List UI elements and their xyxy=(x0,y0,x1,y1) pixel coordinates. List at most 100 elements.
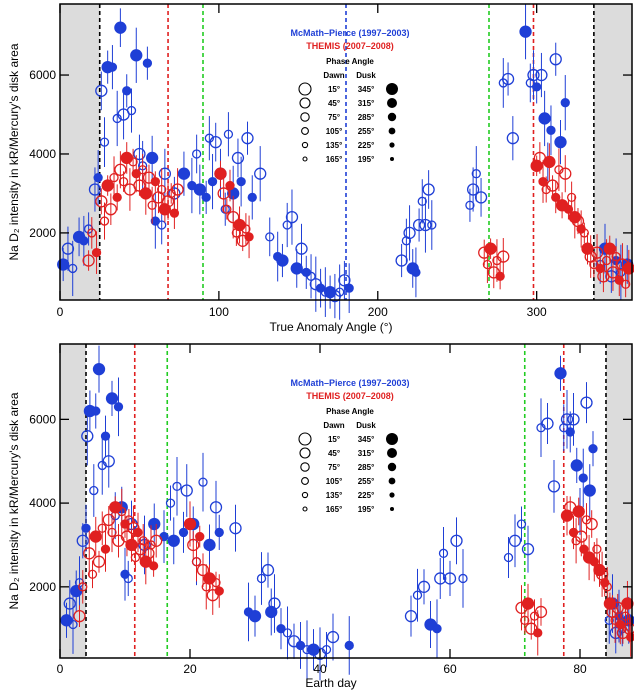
chart2-x-tick-label: 20 xyxy=(183,662,197,676)
chart2-data-point xyxy=(133,527,143,538)
chart1-legend-dusk-value: 225° xyxy=(358,141,375,150)
chart2-data-point xyxy=(626,632,634,642)
chart2-data-point xyxy=(533,628,543,638)
chart1-data-point xyxy=(169,208,180,218)
chart1-data-point xyxy=(411,267,421,278)
chart1-data-point xyxy=(527,68,540,82)
chart2-y-tick-label: 2000 xyxy=(29,580,56,594)
chart1-legend-marker-dusk xyxy=(390,157,394,161)
chart1-plot-frame xyxy=(59,3,633,301)
chart1-data-point xyxy=(109,173,119,183)
chart2-data-point xyxy=(503,552,514,563)
chart1-data-point xyxy=(201,192,211,203)
chart2-data-point xyxy=(458,573,468,584)
chart1-data-point xyxy=(107,62,118,72)
chart1-data-point xyxy=(422,183,435,196)
chart1-data-point xyxy=(495,271,505,281)
chart1-data-point xyxy=(95,195,108,208)
chart1-legend-dawn-value: 165° xyxy=(326,155,343,164)
chart2-data-point xyxy=(105,392,119,405)
chart2-data-point xyxy=(344,640,354,651)
chart1-data-point xyxy=(590,246,604,259)
chart2-data-point xyxy=(167,534,180,547)
chart2-data-point xyxy=(404,609,418,623)
chart1-data-point xyxy=(344,283,354,293)
chart2-data-point xyxy=(580,396,593,409)
chart2-data-point xyxy=(138,538,151,552)
chart1-legend-marker-dawn xyxy=(301,127,309,135)
chart2-data-point xyxy=(73,609,86,623)
chart1-legend-marker-dusk xyxy=(386,83,398,95)
chart2-data-point xyxy=(521,597,535,610)
chart2-y-axis-label: Na D₂ intensity in kR/Mercury's disk are… xyxy=(7,392,21,609)
chart1-data-point xyxy=(157,220,167,230)
chart2-data-point xyxy=(443,572,457,585)
chart1-data-point xyxy=(546,125,556,135)
chart2-data-point xyxy=(113,402,124,412)
chart2-y-tick-label: 4000 xyxy=(29,496,56,510)
chart2-legend-marker-dawn xyxy=(301,491,309,499)
chart1-data-point xyxy=(93,173,103,183)
chart2-data-point xyxy=(107,527,117,538)
chart2-data-point xyxy=(187,538,200,552)
chart1-data-point xyxy=(95,84,108,97)
chart1-data-point xyxy=(99,137,110,147)
chart2-data-point xyxy=(579,544,589,554)
chart2-legend-marker-dawn xyxy=(300,462,310,472)
chart2-data-point xyxy=(191,557,202,567)
chart1-data-point xyxy=(498,78,508,88)
chart1-data-point xyxy=(225,180,235,191)
chart2-data-point xyxy=(516,519,527,529)
chart1-data-point xyxy=(99,216,110,226)
chart2-data-point xyxy=(565,427,575,437)
chart1-data-point xyxy=(395,254,408,267)
chart1-data-point xyxy=(290,262,303,275)
chart2-data-point xyxy=(412,590,423,600)
chart1-x-tick-label: 300 xyxy=(527,305,547,319)
chart2-data-point xyxy=(521,542,535,556)
chart2-legend-dawn-value: 15° xyxy=(328,435,340,444)
chart2-data-point xyxy=(89,485,99,496)
chart1-data-point xyxy=(101,179,114,192)
chart1-data-point xyxy=(541,184,551,195)
chart1-x-tick-label: 100 xyxy=(209,305,229,319)
chart1-data-point xyxy=(133,147,146,161)
chart1-data-point xyxy=(323,285,337,299)
chart2-data-point xyxy=(100,544,111,554)
chart1-data-point xyxy=(227,210,240,224)
chart2-y-tick-label: 6000 xyxy=(29,412,56,426)
chart1-data-point xyxy=(157,184,167,195)
chart1-data-point xyxy=(265,232,275,242)
chart2-legend-dawn-value: 45° xyxy=(328,449,340,458)
chart2-data-point xyxy=(583,484,596,497)
chart1-legend-dusk-header: Dusk xyxy=(356,71,376,80)
chart2-data-point xyxy=(68,619,78,630)
chart2-data-point xyxy=(592,544,602,554)
chart2-x-tick-label: 80 xyxy=(573,662,587,676)
chart1-data-point xyxy=(412,218,426,232)
chart2-data-point xyxy=(560,413,574,426)
chart1-legend-dusk-value: 195° xyxy=(358,155,375,164)
chart2-data-point xyxy=(81,523,91,533)
chart1-data-point xyxy=(334,287,345,297)
chart2-legend-marker-dusk xyxy=(389,492,395,498)
chart2-legend-marker-dawn xyxy=(298,432,312,446)
chart2-legend-title-themis: THEMIS (2007–2008) xyxy=(306,391,394,401)
chart2-data-point xyxy=(567,413,580,426)
chart1-data-point xyxy=(532,82,542,92)
chart2-data-point xyxy=(438,548,449,558)
chart1-data-point xyxy=(87,228,97,238)
chart1-y-tick-label: 2000 xyxy=(29,226,56,240)
chart1-legend-dawn-value: 45° xyxy=(328,99,340,108)
chart1-data-point xyxy=(465,200,475,210)
chart2-data-point xyxy=(92,555,106,568)
chart1-data-point xyxy=(128,157,138,167)
chart1-data-point xyxy=(611,251,621,262)
chart1-data-point xyxy=(254,167,267,180)
chart1-data-point xyxy=(579,228,589,238)
chart1-data-point xyxy=(130,49,143,62)
chart2-data-point xyxy=(282,628,293,638)
chart1-data-point xyxy=(61,242,75,255)
chart2-legend-marker-dawn xyxy=(301,477,309,485)
